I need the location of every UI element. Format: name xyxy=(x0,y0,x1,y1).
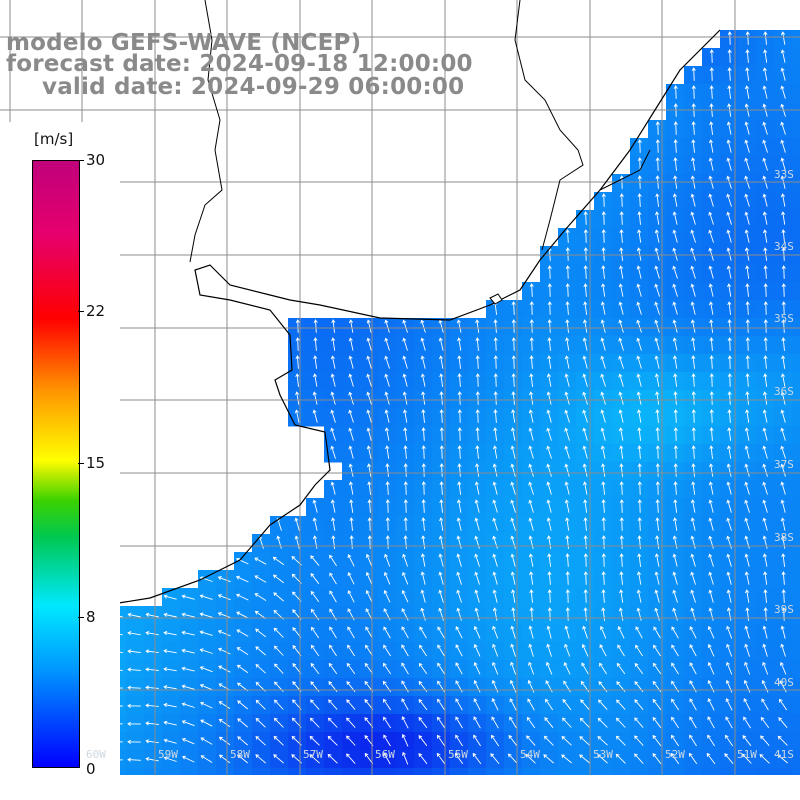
legend-tick-label: 22 xyxy=(86,302,106,320)
lat-label: 37S xyxy=(774,458,794,471)
lon-label: 59W xyxy=(158,748,178,761)
lat-label: 41S xyxy=(774,748,794,761)
lat-label: 33S xyxy=(774,168,794,181)
lon-label: 51W xyxy=(737,748,757,761)
lat-label: 38S xyxy=(774,531,794,544)
lat-label: 39S xyxy=(774,603,794,616)
legend-tick-mark xyxy=(78,463,84,464)
lon-label: 60W xyxy=(86,748,106,761)
legend-tick-mark xyxy=(78,160,84,161)
lon-label: 58W xyxy=(230,748,250,761)
wind-speed-field xyxy=(0,30,800,787)
legend-tick-label: 0 xyxy=(86,760,96,778)
forecast-date-label: forecast date: 2024-09-18 12:00:00 xyxy=(6,51,473,77)
lat-label: 40S xyxy=(774,676,794,689)
coastline xyxy=(0,29,721,621)
lat-label: 36S xyxy=(774,385,794,398)
island xyxy=(489,293,503,305)
lon-label: 53W xyxy=(593,748,613,761)
lon-label: 52W xyxy=(665,748,685,761)
lon-label: 56W xyxy=(375,748,395,761)
legend-tick-label: 8 xyxy=(86,608,96,626)
border-line xyxy=(514,0,584,251)
border-line xyxy=(189,0,223,263)
lon-label: 54W xyxy=(520,748,540,761)
legend-tick-label: 30 xyxy=(86,151,106,169)
bottom-margin xyxy=(0,775,800,800)
lon-label: 55W xyxy=(448,748,468,761)
lon-label: 57W xyxy=(303,748,323,761)
legend-colorbar xyxy=(32,160,80,768)
border-line xyxy=(599,149,651,191)
legend-tick-mark xyxy=(78,311,84,312)
lat-label: 34S xyxy=(774,240,794,253)
legend-tick-mark xyxy=(78,617,84,618)
valid-date-label: valid date: 2024-09-29 06:00:00 xyxy=(42,74,465,100)
legend-unit: [m/s] xyxy=(34,130,74,148)
legend-tick-label: 15 xyxy=(86,454,106,472)
map-title: modelo GEFS-WAVE (NCEP) xyxy=(6,30,362,56)
lat-label: 35S xyxy=(774,312,794,325)
wind-arrows xyxy=(1,31,788,765)
